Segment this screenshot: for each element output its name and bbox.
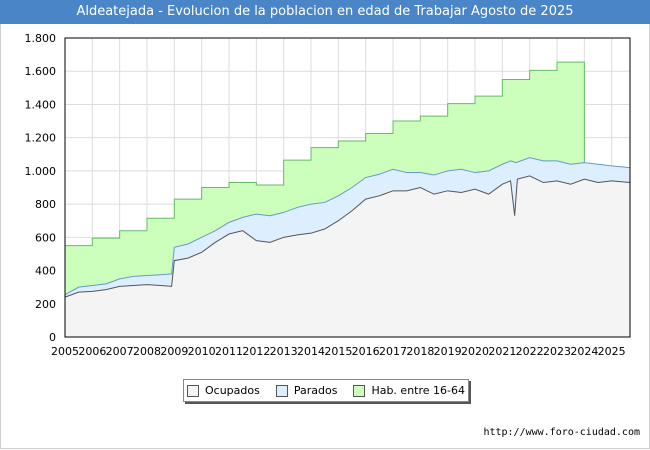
x-tick-label: 2013 [270,345,298,358]
legend-label-hab: Hab. entre 16-64 [371,384,465,397]
legend-item-hab: Hab. entre 16-64 [353,384,465,397]
y-tick-label: 400 [35,265,56,278]
y-tick-label: 1.000 [25,165,57,178]
plot-border [64,37,631,338]
x-tick-label: 2020 [461,345,489,358]
legend-item-parados: Parados [275,384,338,397]
y-tick-label: 600 [35,231,56,244]
series-area-ocupados [65,175,630,337]
y-tick-label: 800 [35,198,56,211]
x-tick-label: 2006 [78,345,106,358]
x-tick-label: 2014 [297,345,325,358]
x-tick-label: 2011 [215,345,243,358]
y-tick-label: 0 [49,331,56,344]
areas [64,61,631,337]
x-tick-label: 2017 [379,345,407,358]
x-tick-label: 2012 [242,345,270,358]
series-line-parados [64,157,631,296]
y-tick-label: 1.200 [25,132,57,145]
x-tick-label: 2021 [488,345,516,358]
legend-item-ocupados: Ocupados [186,384,260,397]
legend-swatch-ocupados [186,384,199,397]
y-tick-label: 1.800 [25,32,57,45]
x-tick-label: 2010 [188,345,216,358]
legend: Ocupados Parados Hab. entre 16-64 [183,379,469,402]
x-tick-label: 2025 [598,345,626,358]
axes [64,37,631,338]
x-tick-label: 2018 [406,345,434,358]
y-ticks: 0 200 400 600 800 1.000 1.200 1.400 1.600 1.800 [25,32,57,344]
x-tick-label: 2008 [133,345,161,358]
x-tick-label: 2007 [106,345,134,358]
legend-label-parados: Parados [293,384,338,397]
x-tick-label: 2015 [324,345,352,358]
series-line-ocupados [64,175,631,298]
x-tick-label: 2016 [352,345,380,358]
y-tick-label: 200 [35,298,56,311]
x-ticks: 2005 2006 2007 2008 2009 2010 2011 2012 2013 2014… [51,345,626,358]
x-tick-label: 2024 [570,345,598,358]
x-tick-label: 2019 [434,345,462,358]
source-link[interactable]: http://www.foro-ciudad.com [483,427,640,438]
y-tick-label: 1.400 [25,98,57,111]
legend-label-ocupados: Ocupados [204,384,260,397]
series-line-hab [65,61,585,247]
x-tick-label: 2005 [51,345,79,358]
x-tick-label: 2023 [543,345,571,358]
x-tick-label: 2022 [516,345,544,358]
legend-swatch-parados [275,384,288,397]
chart-title: Aldeatejada - Evolucion de la poblacion … [0,0,650,24]
legend-swatch-hab [353,384,366,397]
y-tick-label: 1.600 [25,65,57,78]
x-tick-label: 2009 [160,345,188,358]
